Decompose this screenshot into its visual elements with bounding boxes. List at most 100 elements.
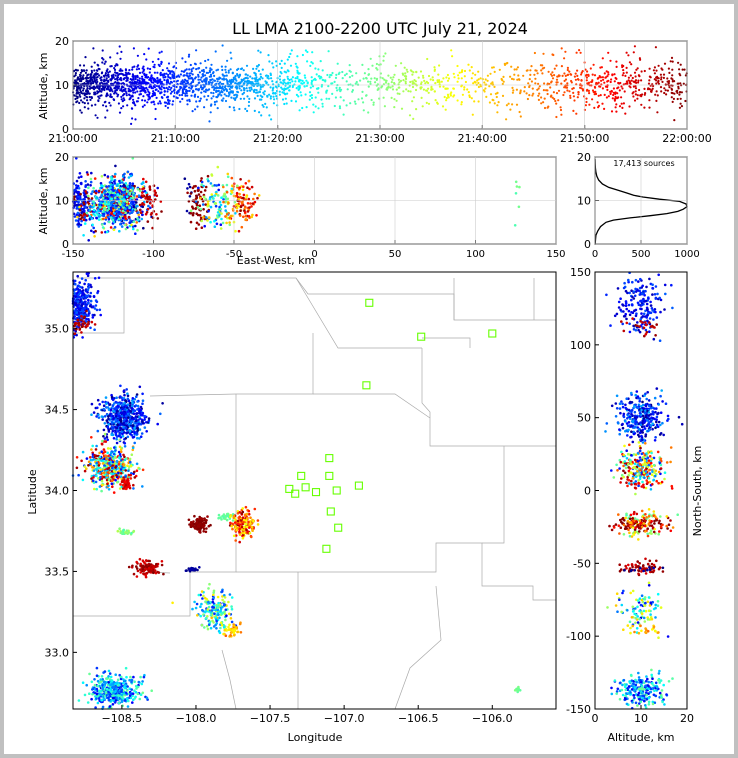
source-point	[199, 190, 203, 194]
source-point	[96, 90, 99, 93]
source-point	[671, 80, 674, 83]
source-point	[576, 74, 579, 77]
source-point	[591, 73, 594, 76]
source-point	[211, 184, 214, 188]
source-point	[211, 72, 215, 75]
source-point	[102, 58, 105, 61]
source-point	[122, 74, 125, 77]
source-point	[474, 90, 477, 93]
source-point	[193, 95, 196, 98]
source-point	[644, 92, 647, 95]
source-point	[621, 87, 624, 90]
source-point	[271, 92, 275, 95]
source-point	[92, 203, 96, 206]
source-point	[238, 214, 242, 217]
source-point	[510, 65, 513, 68]
source-point	[99, 206, 102, 209]
source-point	[588, 103, 591, 106]
source-point	[118, 85, 121, 88]
source-point	[82, 212, 86, 216]
source-point	[682, 82, 685, 85]
source-point	[90, 86, 93, 89]
source-point	[82, 87, 85, 90]
source-point	[592, 63, 595, 66]
source-point	[81, 295, 85, 299]
source-point	[92, 226, 95, 230]
source-point	[126, 170, 130, 174]
source-point	[297, 95, 300, 98]
source-point	[94, 86, 97, 89]
source-point	[639, 58, 642, 61]
source-point	[297, 72, 300, 75]
source-point	[303, 81, 306, 84]
source-point	[122, 221, 125, 225]
source-point	[81, 70, 84, 73]
source-point	[92, 200, 95, 203]
source-point	[100, 79, 103, 82]
source-point	[202, 184, 205, 188]
source-point	[628, 80, 631, 83]
source-point	[154, 107, 157, 111]
source-point	[655, 82, 658, 85]
source-point	[83, 222, 87, 225]
source-point	[80, 315, 83, 318]
source-point	[390, 81, 393, 84]
source-point	[135, 221, 138, 224]
source-point	[95, 76, 98, 79]
source-point	[296, 77, 299, 80]
source-point	[143, 104, 146, 107]
source-point	[601, 102, 604, 105]
source-point	[169, 92, 172, 95]
source-point	[77, 195, 80, 198]
source-point	[626, 82, 629, 85]
source-point	[133, 87, 136, 90]
source-point	[621, 65, 624, 69]
source-point	[657, 82, 661, 85]
source-point	[109, 89, 112, 92]
source-point	[105, 402, 108, 406]
source-point	[78, 93, 81, 97]
source-point	[539, 64, 543, 67]
source-point	[116, 64, 119, 67]
source-point	[375, 77, 379, 80]
source-point	[74, 295, 78, 298]
source-point	[547, 105, 550, 108]
source-point	[457, 77, 460, 80]
source-point	[116, 409, 119, 413]
source-point	[89, 180, 93, 184]
source-point	[236, 73, 239, 76]
source-point	[86, 173, 90, 176]
source-point	[269, 95, 272, 98]
source-point	[230, 96, 233, 99]
source-point	[84, 190, 87, 193]
source-point	[270, 77, 273, 80]
source-point	[90, 285, 93, 289]
source-point	[666, 89, 670, 92]
source-point	[676, 89, 679, 92]
source-point	[481, 78, 484, 81]
source-point	[662, 73, 666, 76]
source-point	[225, 74, 228, 77]
source-point	[112, 491, 116, 494]
source-point	[89, 73, 92, 76]
source-point	[230, 80, 233, 83]
source-point	[76, 95, 79, 99]
source-point	[213, 201, 217, 205]
source-point	[92, 305, 95, 308]
source-point	[102, 435, 105, 438]
source-point	[620, 96, 623, 99]
source-point	[630, 79, 633, 82]
source-point	[220, 94, 223, 97]
source-point	[161, 402, 164, 405]
source-point	[129, 219, 132, 222]
source-point	[118, 82, 121, 85]
source-point	[638, 57, 642, 60]
source-point	[132, 487, 135, 490]
source-point	[517, 205, 521, 209]
source-point	[199, 197, 202, 200]
source-point	[216, 96, 219, 99]
source-point	[89, 205, 92, 208]
source-point	[77, 82, 80, 85]
source-point	[82, 64, 86, 67]
source-point	[117, 207, 121, 211]
